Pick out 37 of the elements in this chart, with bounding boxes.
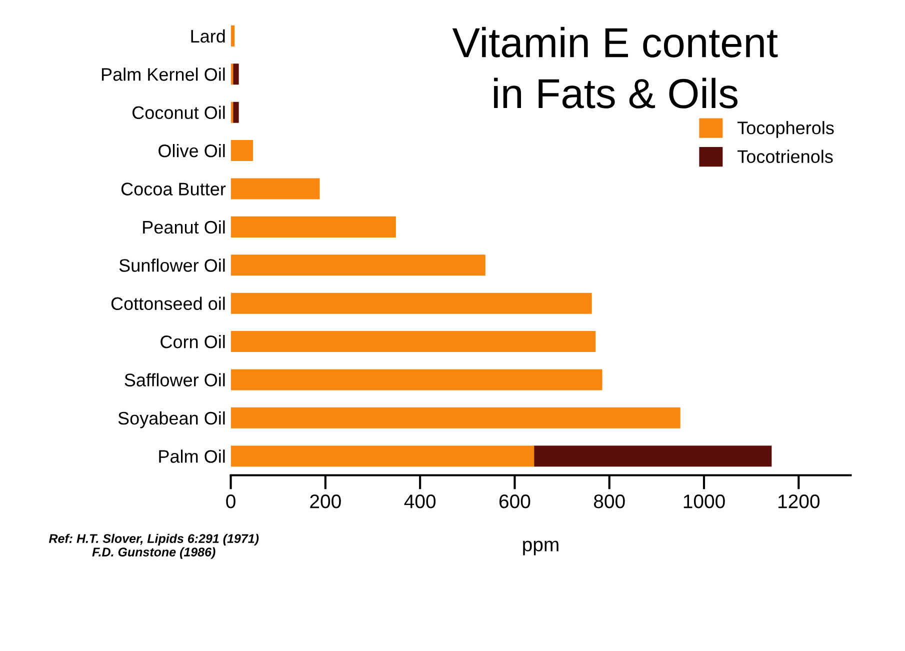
y-tick-label: Soyabean Oil: [118, 411, 225, 428]
legend-label: Tocopherols: [738, 121, 834, 138]
text: Ref: H.T. Slover, Lipids 6:291 (1971) F.D. Gunstone (1986): [48, 534, 259, 559]
y-tick-label: Cottonseed oil: [111, 296, 225, 310]
y-tick-label: Palm Oil: [159, 450, 225, 463]
bar: [233, 102, 239, 123]
bar: [230, 25, 235, 46]
legend-label: Tocotrienols: [738, 150, 833, 164]
bar: [233, 64, 239, 85]
x-tick-label: 200: [310, 494, 341, 508]
bar: [230, 331, 596, 352]
y-tick-label: Coconut Oil: [132, 106, 225, 120]
y-tick-label: Lard: [191, 29, 225, 43]
y-tick-label: Olive Oil: [158, 144, 225, 158]
y-tick-label: Cocoa Butter: [121, 182, 226, 196]
x-tick-label: 600: [499, 494, 530, 508]
x-tick-label: 0: [226, 494, 236, 508]
y-tick-label: Sunflower Oil: [119, 258, 225, 272]
bar: [230, 140, 254, 162]
bar: [230, 292, 592, 314]
y-tick-label: Safflower Oil: [124, 373, 225, 386]
bar: [230, 369, 602, 390]
x-tick-label: 1200: [778, 494, 820, 508]
x-tick-label: 800: [594, 494, 625, 508]
bar: [230, 446, 534, 467]
x-axis-title: ppm: [523, 540, 558, 556]
bar: [230, 407, 680, 428]
x-tick-label: 400: [404, 494, 436, 508]
bar: [230, 254, 486, 276]
text: Vitamin E content in Fats & Oils: [452, 26, 778, 108]
y-tick-label: Palm Kernel Oil: [102, 68, 225, 81]
bar: [534, 446, 772, 467]
bar: [230, 216, 396, 238]
bar: [230, 178, 320, 200]
x-tick-label: 1000: [684, 494, 725, 508]
y-tick-label: Corn Oil: [160, 334, 225, 348]
y-tick-label: Peanut Oil: [143, 220, 225, 234]
